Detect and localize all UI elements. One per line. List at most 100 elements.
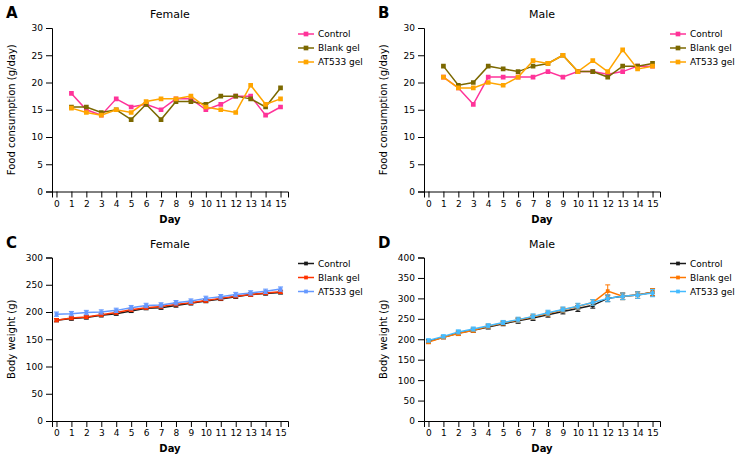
- line: [428, 292, 652, 341]
- tick-mark: [533, 192, 534, 198]
- point: [591, 301, 595, 305]
- tick-label: 3: [471, 428, 477, 438]
- legend-marker: [676, 32, 681, 37]
- point: [99, 113, 104, 118]
- panel: 0123456789101112131415050100150200250300…: [6, 234, 363, 455]
- tick-mark: [46, 312, 52, 313]
- tick-label: 13: [245, 428, 256, 438]
- tick: 12: [602, 421, 613, 438]
- tick-label: 0: [426, 199, 432, 209]
- panel-label: B: [378, 4, 389, 22]
- tick-mark: [71, 421, 72, 427]
- error-cap: [620, 293, 625, 294]
- error-cap: [531, 313, 536, 314]
- error-cap: [560, 306, 565, 307]
- tick: 4: [114, 421, 120, 438]
- tick-label: 4: [114, 199, 120, 209]
- error-cap: [486, 328, 491, 329]
- point: [501, 321, 505, 325]
- point: [84, 311, 88, 315]
- tick-label: 12: [602, 428, 613, 438]
- point: [501, 321, 505, 325]
- point: [233, 110, 238, 115]
- tick-mark: [623, 421, 624, 427]
- title: Female: [150, 238, 190, 251]
- tick: 13: [617, 192, 628, 209]
- tick-mark: [266, 192, 267, 198]
- point: [159, 117, 164, 122]
- tick-label: 400: [398, 253, 415, 263]
- point: [636, 293, 640, 297]
- tick: 30: [32, 23, 52, 33]
- tick-label: 30: [404, 23, 416, 33]
- point: [278, 97, 283, 102]
- error-cap: [635, 291, 640, 292]
- tick-label: 0: [426, 428, 432, 438]
- x-axis-line: [53, 192, 289, 198]
- line: [71, 93, 280, 115]
- tick: 3: [99, 192, 105, 209]
- tick-label: 0: [409, 187, 415, 197]
- tick: 150: [398, 355, 424, 365]
- tick: 13: [245, 192, 256, 209]
- point: [516, 318, 520, 322]
- series: [54, 290, 283, 322]
- tick: 13: [245, 421, 256, 438]
- tick-mark: [578, 192, 579, 198]
- point: [441, 75, 446, 80]
- x-axis-title: Day: [159, 443, 181, 454]
- point: [129, 306, 133, 310]
- point: [144, 304, 148, 308]
- tick: 6: [144, 192, 150, 209]
- point: [516, 75, 521, 80]
- tick-label: 7: [531, 428, 537, 438]
- tick: 0: [54, 421, 60, 438]
- tick-label: 300: [398, 294, 415, 304]
- tick: 6: [516, 421, 522, 438]
- error-cap: [590, 299, 595, 300]
- y-axis-title: Food consumption (g/day): [378, 44, 389, 175]
- tick: 7: [531, 421, 537, 438]
- plot-area: 0123456789101112131415051015202530MaleDa…: [378, 8, 735, 225]
- tick-mark: [161, 421, 162, 427]
- tick: 8: [546, 421, 552, 438]
- tick: 1: [441, 421, 447, 438]
- point: [263, 102, 268, 107]
- title: Male: [529, 8, 555, 21]
- tick: 150: [26, 335, 52, 345]
- tick: 3: [471, 421, 477, 438]
- tick: 20: [404, 78, 424, 88]
- legend-item: Blank gel: [670, 43, 732, 53]
- tick: 200: [26, 307, 52, 317]
- marks: [54, 287, 283, 322]
- point: [576, 305, 580, 309]
- panel-label: A: [6, 4, 18, 22]
- tick: 0: [426, 421, 432, 438]
- point: [248, 97, 253, 102]
- tick-mark: [131, 192, 132, 198]
- point: [234, 293, 238, 297]
- tick: 15: [647, 421, 658, 438]
- tick-mark: [236, 421, 237, 427]
- tick: 11: [588, 421, 599, 438]
- tick-mark: [458, 421, 459, 427]
- tick: 10: [573, 192, 585, 209]
- tick-label: 6: [516, 428, 522, 438]
- point: [546, 61, 551, 66]
- tick: 100: [398, 376, 424, 386]
- tick-label: 25: [32, 51, 43, 61]
- point: [620, 47, 625, 52]
- series: [426, 285, 655, 344]
- y-axis-title: Body weight (g): [378, 299, 389, 379]
- tick: 10: [201, 421, 213, 438]
- tick-mark: [206, 192, 207, 198]
- tick-mark: [281, 421, 282, 427]
- tick: 5: [37, 160, 52, 170]
- point: [174, 97, 179, 102]
- tick-mark: [46, 192, 52, 193]
- point: [531, 314, 535, 318]
- point: [55, 318, 59, 322]
- tick-label: 12: [230, 428, 241, 438]
- tick-label: 2: [456, 428, 462, 438]
- tick: 11: [216, 192, 227, 209]
